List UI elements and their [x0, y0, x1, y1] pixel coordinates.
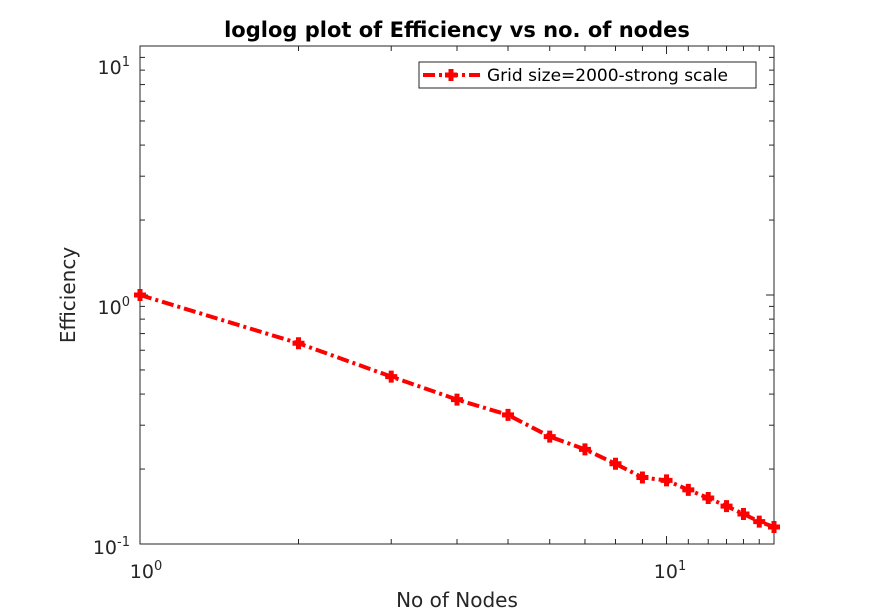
- data-point-marker: [134, 289, 146, 301]
- legend-entry-label: Grid size=2000-strong scale: [487, 66, 728, 86]
- x-tick-label-2: 101: [654, 559, 686, 583]
- data-point-marker: [682, 483, 695, 496]
- y-axis-label: Efficiency: [56, 247, 80, 344]
- data-point-marker: [737, 507, 750, 520]
- data-point-marker: [660, 474, 673, 487]
- data-point-marker: [753, 515, 766, 528]
- y-tick-label-1: 101: [98, 55, 130, 79]
- data-point-marker: [543, 430, 556, 443]
- axis-ticks: [139, 45, 775, 545]
- y-tick-label-2: 100: [98, 295, 130, 319]
- data-point-marker: [292, 337, 305, 350]
- data-point-marker: [636, 471, 649, 484]
- series-line: [139, 293, 775, 529]
- y-tick-label-3: 10-1: [93, 535, 130, 559]
- x-tick-label-1: 100: [130, 559, 162, 583]
- data-point-marker: [451, 393, 463, 406]
- legend: Grid size=2000-strong scale: [418, 61, 757, 89]
- chart-title: loglog plot of Efficiency vs no. of node…: [224, 18, 690, 42]
- data-point-marker: [720, 500, 733, 513]
- data-point-marker: [702, 492, 715, 505]
- data-point-marker: [502, 408, 515, 421]
- data-point-marker: [609, 457, 622, 470]
- data-point-marker: [385, 370, 398, 383]
- x-axis-label: No of Nodes: [396, 588, 518, 612]
- plot-area: [139, 45, 775, 545]
- legend-marker-sample: [445, 69, 457, 81]
- series-group: [134, 289, 780, 534]
- data-point-marker: [578, 443, 591, 456]
- data-point-marker: [768, 521, 780, 534]
